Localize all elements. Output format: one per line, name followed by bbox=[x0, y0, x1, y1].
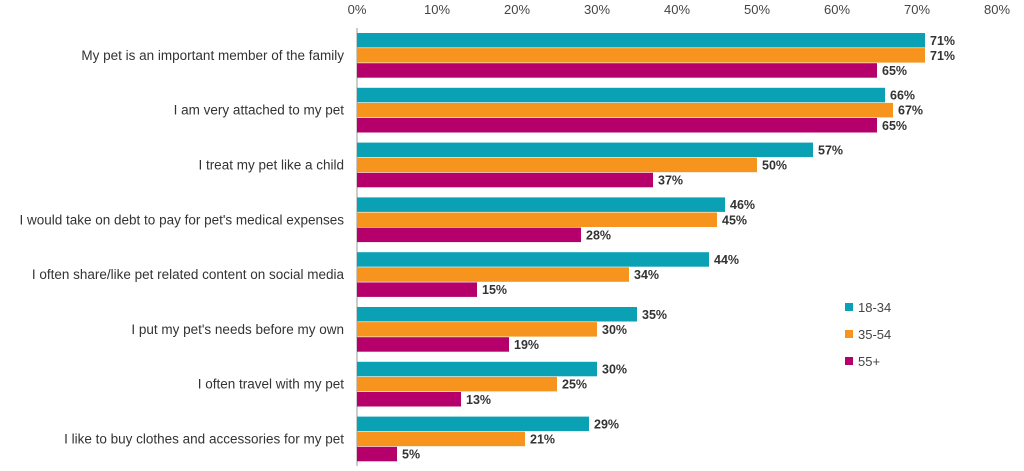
x-tick-label: 20% bbox=[504, 2, 530, 17]
bar-35-54-0 bbox=[357, 48, 925, 63]
legend-label: 35-54 bbox=[858, 327, 891, 342]
bar-55plus-2 bbox=[357, 172, 653, 188]
bar-35-54-6 bbox=[357, 376, 557, 392]
category-label: I often share/like pet related content o… bbox=[32, 267, 345, 282]
x-tick-label: 80% bbox=[984, 2, 1010, 17]
category-label: I would take on debt to pay for pet's me… bbox=[19, 212, 344, 227]
bars bbox=[357, 33, 925, 462]
bar-value-label: 19% bbox=[514, 338, 539, 352]
bar-value-label: 50% bbox=[762, 158, 787, 172]
bar-value-label: 66% bbox=[890, 89, 915, 103]
bar-18-34-5 bbox=[357, 307, 637, 322]
bar-value-label: 65% bbox=[882, 64, 907, 78]
bar-18-34-3 bbox=[357, 197, 725, 212]
bar-55plus-6 bbox=[357, 392, 461, 407]
bar-value-label: 25% bbox=[562, 378, 587, 392]
x-axis-ticks: 0% 10% 20% 30% 40% 50% 60% 70% 80% bbox=[348, 2, 1011, 17]
x-tick-label: 50% bbox=[744, 2, 770, 17]
bar-55plus-5 bbox=[357, 337, 509, 352]
bar-value-label: 71% bbox=[930, 34, 955, 48]
x-tick-label: 60% bbox=[824, 2, 850, 17]
category-label: I treat my pet like a child bbox=[198, 157, 344, 172]
bar-value-label: 45% bbox=[722, 213, 747, 227]
bar-35-54-1 bbox=[357, 102, 893, 118]
bar-value-label: 67% bbox=[898, 104, 923, 118]
bar-value-label: 34% bbox=[634, 268, 659, 282]
legend-swatch bbox=[845, 303, 853, 311]
bar-18-34-7 bbox=[357, 416, 589, 432]
bar-value-label: 44% bbox=[714, 253, 739, 267]
bar-value-label: 37% bbox=[658, 174, 683, 188]
bar-value-label: 46% bbox=[730, 198, 755, 212]
x-tick-label: 10% bbox=[424, 2, 450, 17]
bar-value-labels: 71%71%65%66%67%65%57%50%37%46%45%28%44%3… bbox=[402, 34, 955, 462]
bar-18-34-6 bbox=[357, 361, 597, 377]
x-tick-label: 30% bbox=[584, 2, 610, 17]
bar-value-label: 30% bbox=[602, 323, 627, 337]
bar-value-label: 21% bbox=[530, 432, 555, 446]
bar-value-label: 29% bbox=[594, 417, 619, 431]
x-tick-label: 0% bbox=[348, 2, 367, 17]
x-tick-label: 40% bbox=[664, 2, 690, 17]
bar-value-label: 65% bbox=[882, 119, 907, 133]
bar-55plus-1 bbox=[357, 118, 877, 133]
legend-label: 55+ bbox=[858, 354, 880, 369]
bar-55plus-0 bbox=[357, 63, 877, 78]
legend-swatch bbox=[845, 330, 853, 338]
bar-55plus-7 bbox=[357, 446, 397, 462]
legend: 18-34 35-54 55+ bbox=[845, 300, 891, 369]
bar-value-label: 13% bbox=[466, 393, 491, 407]
category-labels: My pet is an important member of the fam… bbox=[19, 48, 344, 447]
legend-label: 18-34 bbox=[858, 300, 891, 315]
bar-value-label: 57% bbox=[818, 143, 843, 157]
legend-swatch bbox=[845, 357, 853, 365]
bar-18-34-1 bbox=[357, 87, 885, 103]
bar-55plus-3 bbox=[357, 227, 581, 243]
bar-35-54-2 bbox=[357, 157, 757, 173]
category-label: I often travel with my pet bbox=[198, 377, 345, 392]
bar-35-54-4 bbox=[357, 267, 629, 282]
bar-value-label: 35% bbox=[642, 308, 667, 322]
bar-35-54-7 bbox=[357, 431, 525, 447]
bar-35-54-5 bbox=[357, 322, 597, 337]
bar-35-54-3 bbox=[357, 212, 717, 227]
x-tick-label: 70% bbox=[904, 2, 930, 17]
category-label: I like to buy clothes and accessories fo… bbox=[64, 431, 344, 446]
bar-55plus-4 bbox=[357, 282, 477, 297]
bar-18-34-4 bbox=[357, 252, 709, 267]
bar-value-label: 5% bbox=[402, 448, 420, 462]
bar-value-label: 15% bbox=[482, 283, 507, 297]
bar-18-34-0 bbox=[357, 33, 925, 48]
category-label: I put my pet's needs before my own bbox=[131, 322, 344, 337]
category-label: I am very attached to my pet bbox=[174, 103, 345, 118]
bar-value-label: 30% bbox=[602, 363, 627, 377]
bar-value-label: 71% bbox=[930, 49, 955, 63]
bar-value-label: 28% bbox=[586, 228, 611, 242]
category-label: My pet is an important member of the fam… bbox=[81, 48, 344, 63]
bar-18-34-2 bbox=[357, 142, 813, 158]
